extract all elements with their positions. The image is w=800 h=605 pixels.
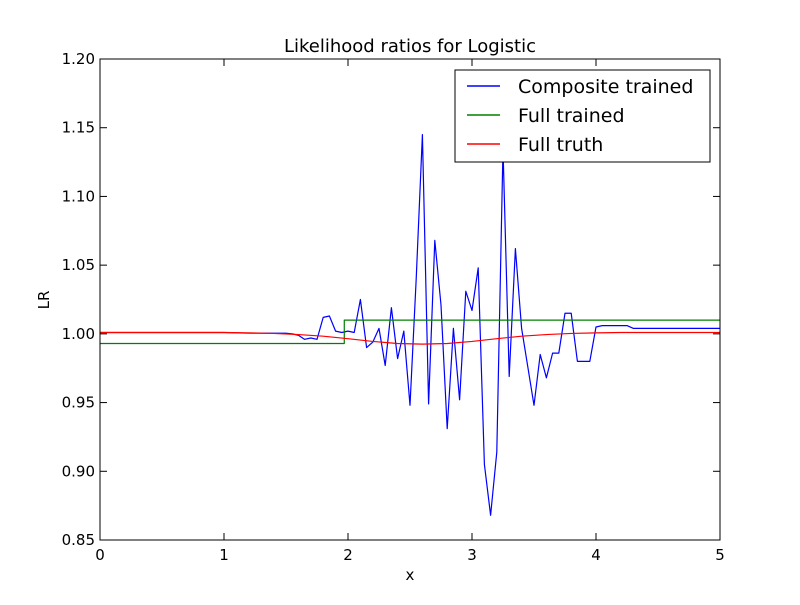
x-tick-label: 0 bbox=[95, 546, 105, 564]
x-axis-label: x bbox=[406, 566, 415, 584]
legend: Composite trained Full trained Full truth bbox=[454, 69, 711, 163]
y-axis-label: LR bbox=[35, 291, 53, 310]
x-tick-label: 4 bbox=[591, 546, 601, 564]
y-tick-label: 0.95 bbox=[62, 394, 95, 412]
y-tick-label: 1.10 bbox=[62, 187, 95, 205]
series-line-full-trained bbox=[100, 319, 720, 345]
y-tick-label: 1.20 bbox=[62, 50, 95, 68]
x-tick-label: 1 bbox=[219, 546, 229, 564]
series-layer bbox=[100, 133, 720, 516]
y-tick-label: 1.05 bbox=[62, 256, 95, 274]
legend-label: Composite trained bbox=[518, 76, 693, 98]
x-tick-label: 5 bbox=[715, 546, 725, 564]
y-tick-label: 0.90 bbox=[62, 462, 95, 480]
y-axis: 0.85 0.90 0.95 1.00 1.05 1.10 1.15 1.20 bbox=[62, 50, 720, 549]
x-tick-label: 3 bbox=[467, 546, 477, 564]
x-tick-label: 2 bbox=[343, 546, 353, 564]
series-line-composite-trained bbox=[100, 133, 720, 516]
y-tick-label: 1.00 bbox=[62, 325, 95, 343]
y-tick-label: 1.15 bbox=[62, 119, 95, 137]
y-tick-label: 0.85 bbox=[62, 531, 95, 549]
series-line-full-truth bbox=[100, 331, 720, 345]
plot-frame bbox=[99, 58, 721, 541]
x-axis: 0 1 2 3 4 5 bbox=[95, 59, 725, 564]
legend-label: Full trained bbox=[518, 105, 625, 127]
legend-label: Full truth bbox=[518, 134, 603, 156]
chart-title: Likelihood ratios for Logistic bbox=[284, 36, 536, 57]
